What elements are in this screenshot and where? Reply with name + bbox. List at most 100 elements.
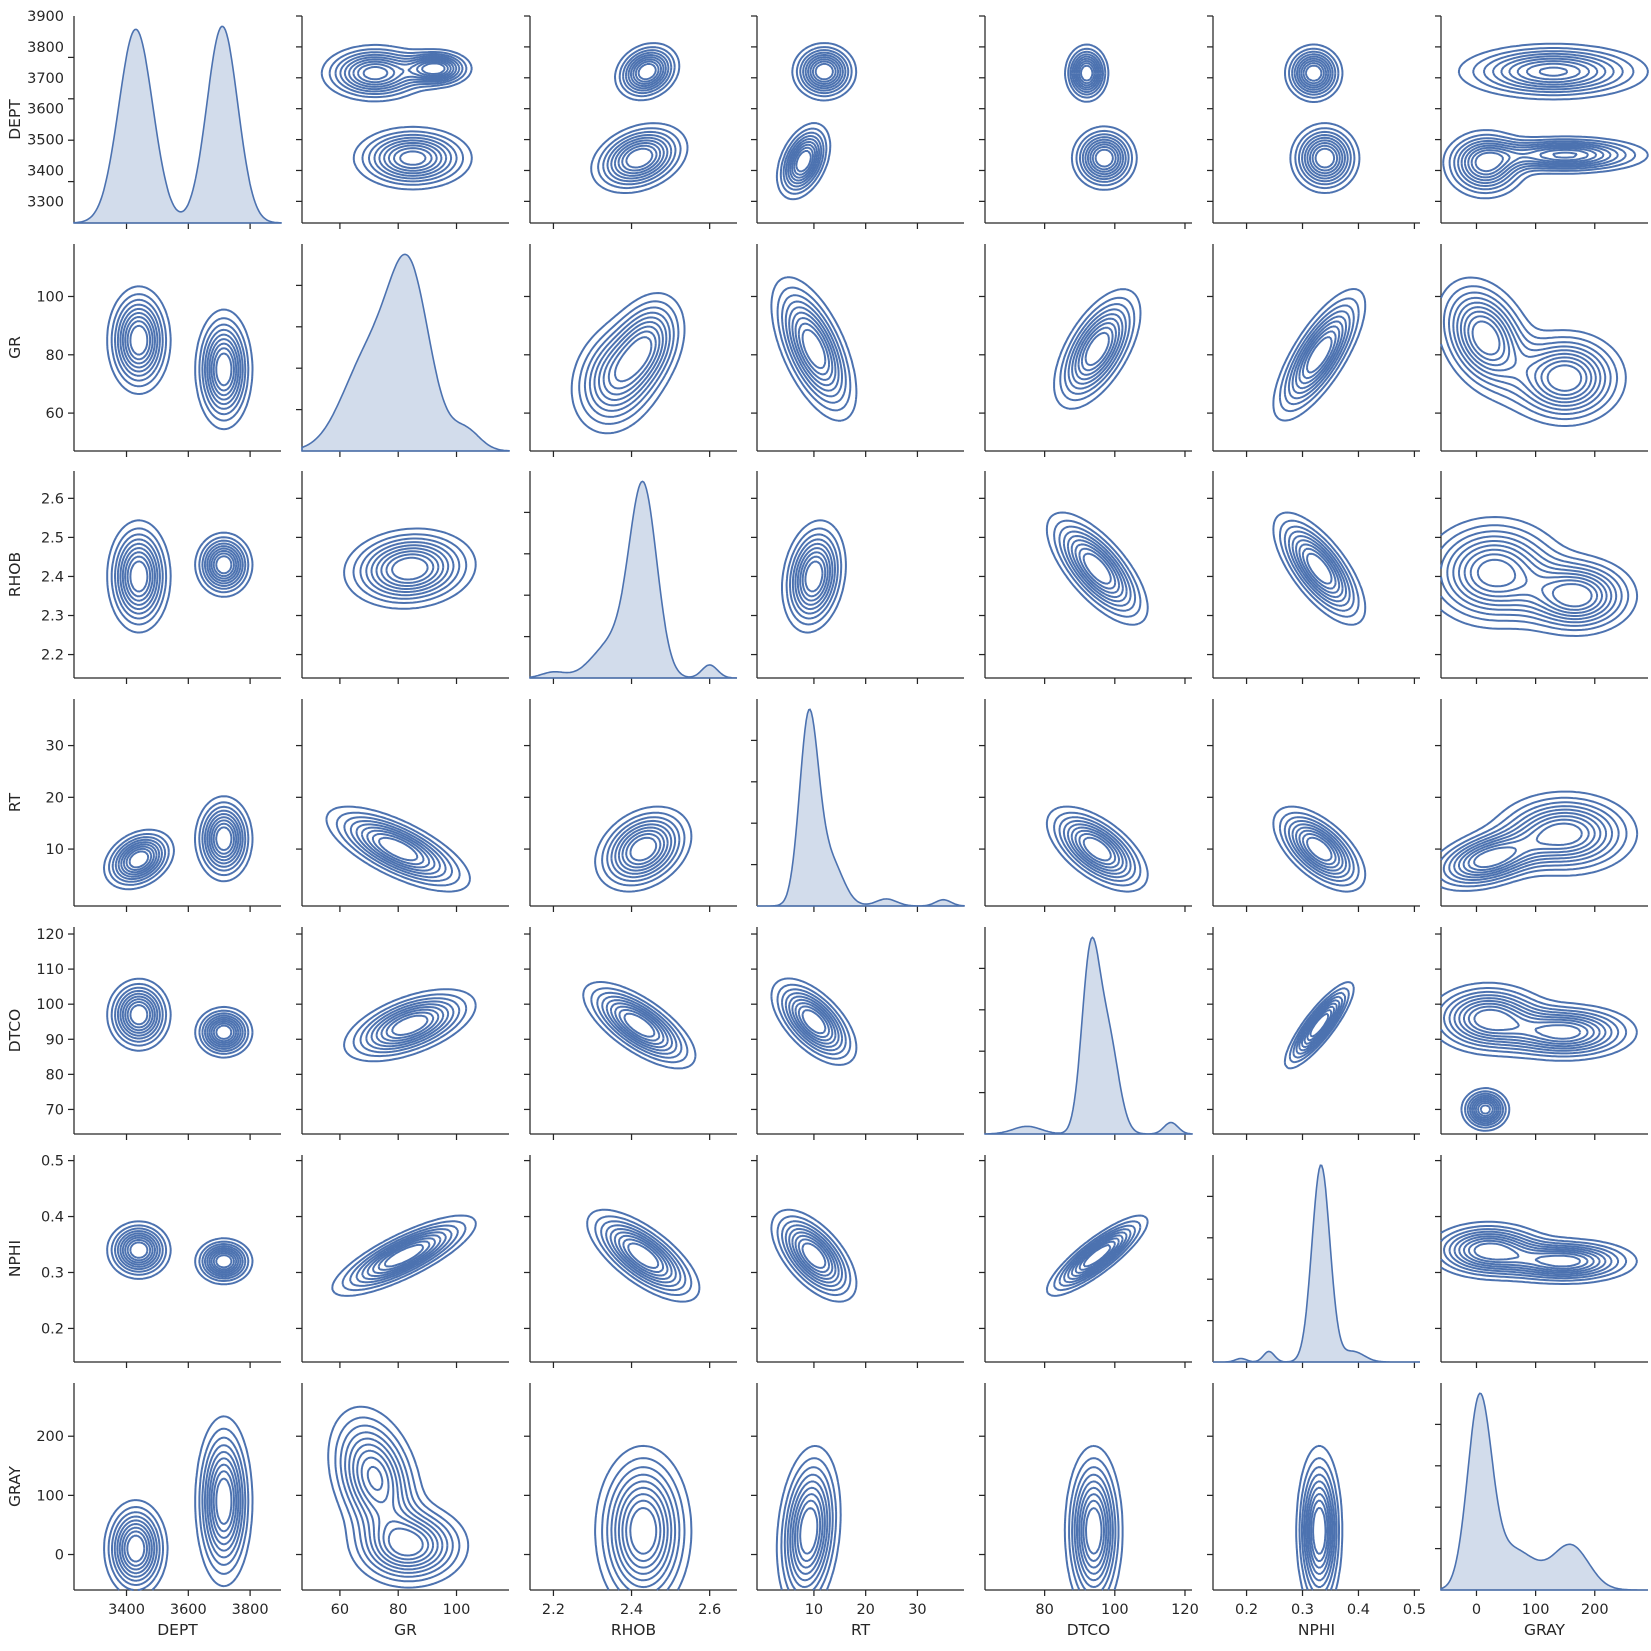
x-tick-label: 20 xyxy=(856,1602,874,1618)
contour-line xyxy=(121,1234,240,1274)
contour-line xyxy=(795,62,834,173)
contour-line xyxy=(366,1234,442,1277)
contour-line xyxy=(1071,53,1127,181)
contour-line xyxy=(1082,1499,1105,1563)
contour-line xyxy=(786,1473,831,1589)
panel-dtco-vs-gr xyxy=(296,927,509,1140)
contour-line xyxy=(779,46,853,195)
contour-line xyxy=(1309,1012,1330,1038)
panel-gr-vs-gray xyxy=(1435,244,1648,457)
contour-line xyxy=(602,49,677,186)
contour-line xyxy=(1443,990,1620,1127)
y-tick-label: 3500 xyxy=(27,133,64,149)
contour-line xyxy=(1460,55,1612,185)
contour-line xyxy=(1074,317,1121,381)
contour-line xyxy=(784,51,847,188)
y-axis-label-gray: GRAY xyxy=(6,1465,24,1507)
contour-line xyxy=(1078,832,1117,866)
contour-line xyxy=(106,519,254,634)
contour-line xyxy=(375,547,445,590)
contour-line xyxy=(1440,1225,1628,1282)
y-tick-label: 0.4 xyxy=(41,1210,64,1226)
contour-line xyxy=(1298,999,1341,1052)
contour-line xyxy=(770,977,858,1066)
contour-line xyxy=(343,56,458,177)
contour-line xyxy=(1074,1237,1120,1274)
panel-rhob-vs-gr xyxy=(296,471,509,684)
contour-line xyxy=(119,992,242,1048)
contour-line xyxy=(1045,1214,1149,1297)
panel-dtco-vs-dtco xyxy=(979,927,1193,1140)
contour-line xyxy=(1070,539,1124,599)
contour-line xyxy=(106,977,254,1059)
panel-nphi-vs-gr xyxy=(296,1155,509,1368)
contour-line xyxy=(1306,552,1333,585)
contour-line xyxy=(119,542,242,611)
x-tick-label: 2.2 xyxy=(542,1602,565,1618)
contour-line xyxy=(614,1480,673,1582)
contour-line xyxy=(1076,1480,1112,1582)
contour-line xyxy=(1452,296,1607,411)
contour-line xyxy=(355,1228,453,1284)
contour-line xyxy=(1278,297,1360,413)
contour-line xyxy=(110,982,250,1055)
contour-line xyxy=(1296,55,1346,180)
contour-line xyxy=(334,51,464,183)
contour-line xyxy=(124,549,238,602)
panel-dtco-vs-rhob xyxy=(524,927,737,1140)
contour-line xyxy=(129,1241,233,1269)
contour-line xyxy=(791,58,840,179)
y-tick-label: 3600 xyxy=(27,102,64,118)
contour-line xyxy=(339,1424,454,1578)
contour-line xyxy=(1059,296,1136,402)
contour-line xyxy=(607,330,657,390)
contour-line xyxy=(793,60,837,176)
contour-line xyxy=(1292,991,1347,1059)
contour-line xyxy=(1440,790,1639,892)
contour-line xyxy=(1300,1466,1338,1591)
contour-line xyxy=(119,307,242,406)
contour-line xyxy=(606,1466,681,1591)
contour-line xyxy=(794,542,834,611)
contour-line xyxy=(1462,815,1596,874)
contour-line xyxy=(1298,829,1341,869)
contour-line xyxy=(1467,315,1588,396)
panel-gray-vs-dept: 0 100 200 3400 3600 3800 xyxy=(36,1383,281,1618)
panel-gr-vs-rt xyxy=(751,244,964,457)
contour-line xyxy=(597,46,682,190)
contour-line xyxy=(1458,999,1601,1121)
contour-line xyxy=(1310,1499,1329,1563)
contour-line xyxy=(1045,805,1149,893)
kde-density-dept xyxy=(73,25,282,224)
contour-line xyxy=(1301,547,1337,590)
y-axis-label-dtco: DTCO xyxy=(6,1009,24,1053)
contour-line xyxy=(320,43,473,191)
contour-line xyxy=(1440,796,1628,888)
panel-rt-vs-dept: 10 20 30 xyxy=(46,699,281,912)
x-tick-label: 200 xyxy=(1581,1602,1609,1618)
y-tick-label: 2.6 xyxy=(41,491,64,507)
contour-line xyxy=(1473,1008,1582,1115)
contour-line xyxy=(1301,832,1337,866)
contour-line xyxy=(121,995,240,1046)
contour-line xyxy=(1306,1486,1332,1575)
contour-line xyxy=(126,1477,233,1563)
contour-line xyxy=(586,1208,701,1303)
panel-dept-vs-gray xyxy=(1435,15,1649,229)
contour-line xyxy=(1069,50,1130,183)
panel-dept-vs-gr xyxy=(296,15,509,229)
contour-line xyxy=(1291,823,1348,875)
contour-line xyxy=(1470,62,1590,176)
contour-line xyxy=(352,533,468,604)
contour-line xyxy=(116,1450,242,1578)
y-tick-label: 2.5 xyxy=(41,530,64,546)
contour-line xyxy=(801,328,827,370)
contour-line xyxy=(1287,310,1351,400)
y-axis-label-rt: RT xyxy=(6,792,24,812)
kde-density-gr xyxy=(301,253,510,452)
contour-line xyxy=(1448,994,1613,1125)
contour-line xyxy=(116,989,244,1050)
contour-line xyxy=(797,1238,831,1274)
contour-line xyxy=(799,1506,819,1555)
